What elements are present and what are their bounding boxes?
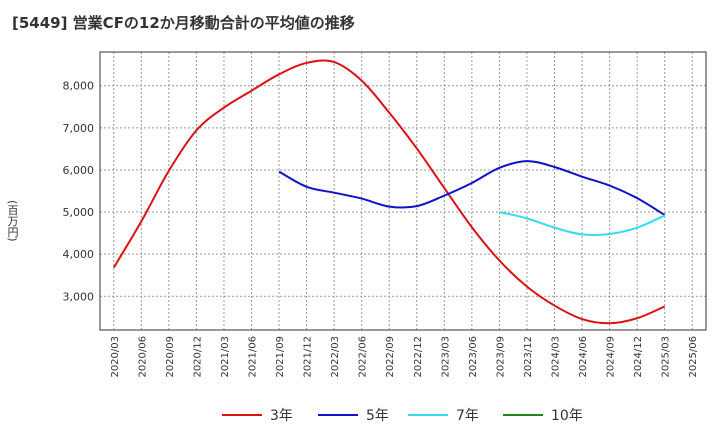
x-tick-label: 2021/12: [303, 336, 314, 378]
x-tick-label: 2021/09: [275, 336, 286, 378]
y-tick-label: 3,000: [63, 290, 95, 303]
x-tick-label: 2025/03: [661, 336, 672, 378]
x-tick-label: 2024/03: [551, 336, 562, 378]
y-tick-label: 4,000: [63, 248, 95, 261]
y-tick-label: 7,000: [63, 122, 95, 135]
y-tick-label: 5,000: [63, 206, 95, 219]
x-tick-label: 2020/12: [192, 336, 203, 378]
y-tick-label: 8,000: [63, 80, 95, 93]
line-chart: 3,000 4,000 5,000 6,000 7,000 8,000 2020/03 202…: [63, 51, 707, 378]
legend-label: 3年: [270, 408, 293, 424]
series-line-7年: [499, 211, 666, 237]
x-tick-label: 2023/03: [440, 336, 451, 378]
legend: 3年 5年 7年 10年: [0, 403, 720, 427]
legend-swatch: [318, 414, 358, 416]
legend-swatch: [222, 414, 262, 416]
x-tick-label: 2024/12: [633, 336, 644, 378]
x-tick-label: 2022/12: [413, 336, 424, 378]
legend-item: 5年: [318, 403, 389, 427]
legend-item: 7年: [408, 403, 479, 427]
plot-frame: [99, 51, 707, 331]
x-tick-label: 2024/09: [606, 336, 617, 378]
x-tick-label: 2022/03: [330, 336, 341, 378]
x-tick-label: 2024/06: [578, 336, 589, 378]
legend-label: 5年: [366, 408, 389, 424]
legend-swatch: [408, 414, 448, 416]
x-tick-label: 2022/09: [385, 336, 396, 378]
x-tick-label: 2022/06: [358, 336, 369, 378]
x-tick-label: 2020/06: [137, 336, 148, 378]
series-layer: [112, 59, 666, 325]
x-tick-label: 2025/06: [688, 336, 699, 378]
grid-layer: [100, 52, 706, 330]
legend-label: 7年: [456, 408, 479, 424]
series-line-3年: [112, 59, 666, 325]
x-tick-label: 2021/06: [248, 336, 259, 378]
x-tick-label: 2023/09: [495, 336, 506, 378]
x-tick-label: 2020/09: [165, 336, 176, 378]
legend-label: 10年: [551, 408, 583, 424]
x-tick-label: 2021/03: [220, 336, 231, 378]
x-tick-label: 2020/03: [110, 336, 121, 378]
y-axis-label: (百万円): [6, 200, 19, 242]
x-tick-label: 2023/12: [523, 336, 534, 378]
axis-layer: 3,000 4,000 5,000 6,000 7,000 8,000 2020/03 202…: [63, 51, 707, 378]
legend-item: 3年: [222, 403, 293, 427]
series-line-5年: [278, 160, 666, 216]
y-tick-label: 6,000: [63, 164, 95, 177]
legend-swatch: [503, 414, 543, 416]
legend-item: 10年: [503, 403, 583, 427]
x-tick-label: 2023/06: [468, 336, 479, 378]
chart-title: [5449] 営業CFの12か月移動合計の平均値の推移: [12, 14, 355, 32]
